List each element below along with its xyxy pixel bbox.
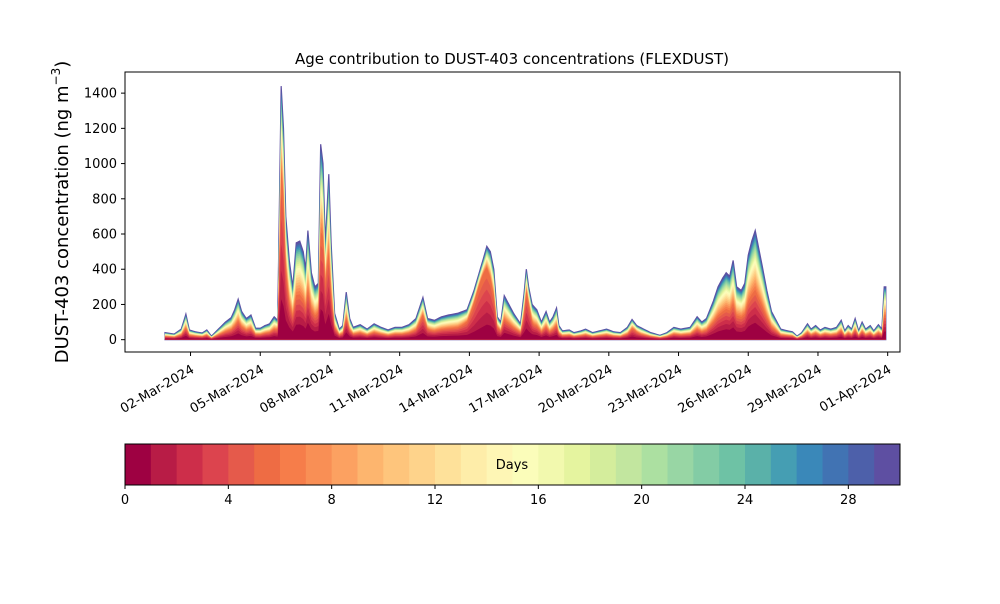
colorbar-swatch bbox=[305, 444, 333, 485]
colorbar-tick-label: 20 bbox=[633, 493, 650, 508]
x-tick-label: 29-Mar-2024 bbox=[745, 362, 824, 416]
colorbar-swatch bbox=[564, 444, 591, 485]
colorbar-tick-label: 0 bbox=[121, 493, 129, 508]
colorbar-swatch bbox=[383, 444, 410, 485]
colorbar-swatch bbox=[667, 444, 694, 485]
y-tick-label: 400 bbox=[92, 263, 117, 278]
y-axis-label-sup: −3 bbox=[49, 68, 63, 86]
age-layer-4 bbox=[164, 194, 886, 340]
colorbar-tick-label: 4 bbox=[224, 493, 232, 508]
y-tick-label: 0 bbox=[109, 333, 117, 348]
y-tick-label: 1400 bbox=[84, 87, 117, 102]
colorbar-swatch bbox=[512, 444, 539, 485]
x-tick-label: 05-Mar-2024 bbox=[188, 362, 267, 416]
x-tick-label: 23-Mar-2024 bbox=[606, 362, 685, 416]
colorbar-swatch bbox=[486, 444, 513, 485]
plot-frame bbox=[124, 71, 901, 353]
colorbar-swatch bbox=[770, 444, 798, 485]
colorbar-swatch bbox=[848, 444, 875, 485]
colorbar-swatch bbox=[357, 444, 384, 485]
colorbar-swatch bbox=[822, 444, 849, 485]
y-axis-label-main: DUST-403 concentration (ng m bbox=[52, 85, 73, 363]
colorbar-swatch bbox=[435, 444, 462, 485]
chart-title: Age contribution to DUST-403 concentrati… bbox=[295, 50, 729, 68]
y-axis-label: DUST-403 concentration (ng m−3) bbox=[49, 61, 73, 364]
colorbar-swatch bbox=[150, 444, 178, 485]
colorbar-swatch bbox=[538, 444, 565, 485]
colorbar-swatch bbox=[280, 444, 307, 485]
y-tick-label: 200 bbox=[92, 298, 117, 313]
colorbar-tick-label: 24 bbox=[737, 493, 754, 508]
x-tick-label: 20-Mar-2024 bbox=[536, 362, 615, 416]
age-layer-2 bbox=[164, 244, 886, 340]
colorbar-tick-label: 16 bbox=[530, 493, 547, 508]
colorbar-swatch bbox=[125, 444, 152, 485]
x-tick-label: 01-Apr-2024 bbox=[817, 362, 894, 415]
x-tick-label: 17-Mar-2024 bbox=[467, 362, 546, 416]
colorbar-swatch bbox=[228, 444, 255, 485]
colorbar-swatch bbox=[254, 444, 281, 485]
colorbar-swatch bbox=[460, 444, 488, 485]
x-tick-label: 02-Mar-2024 bbox=[118, 362, 197, 416]
y-axis-label-close: ) bbox=[52, 61, 73, 68]
colorbar-swatch bbox=[641, 444, 668, 485]
y-tick-label: 600 bbox=[92, 228, 117, 243]
y-tick-label: 1000 bbox=[84, 157, 117, 172]
age-area-layers bbox=[164, 86, 887, 341]
colorbar-tick-label: 28 bbox=[840, 493, 857, 508]
age-layer-3 bbox=[164, 219, 886, 340]
age-layer-1 bbox=[164, 270, 886, 340]
colorbar-swatch bbox=[409, 444, 436, 485]
colorbar-swatch bbox=[615, 444, 643, 485]
colorbar-swatch bbox=[331, 444, 358, 485]
colorbar-swatch bbox=[719, 444, 746, 485]
x-tick-label: 11-Mar-2024 bbox=[327, 362, 406, 416]
colorbar-swatch bbox=[745, 444, 772, 485]
colorbar-tick-label: 12 bbox=[427, 493, 444, 508]
y-tick-label: 1200 bbox=[84, 122, 117, 137]
colorbar-swatch bbox=[590, 444, 617, 485]
colorbar-swatch bbox=[176, 444, 203, 485]
y-axis: 0 200 400 600 800 1000 1200 1400 bbox=[84, 87, 125, 348]
colorbar: 0 4 8 12 16 20 24 28 bbox=[121, 443, 901, 508]
x-tick-label: 08-Mar-2024 bbox=[257, 362, 336, 416]
colorbar-tick-label: 8 bbox=[328, 493, 336, 508]
colorbar-label: Days bbox=[496, 458, 529, 473]
x-tick-label: 14-Mar-2024 bbox=[397, 362, 476, 416]
colorbar-swatch bbox=[874, 444, 901, 485]
colorbar-frame bbox=[124, 443, 901, 486]
y-tick-label: 800 bbox=[92, 192, 117, 207]
colorbar-swatch bbox=[202, 444, 229, 485]
x-axis: 02-Mar-202405-Mar-202408-Mar-202411-Mar-… bbox=[118, 352, 894, 417]
x-tick-label: 26-Mar-2024 bbox=[676, 362, 755, 416]
colorbar-swatch bbox=[796, 444, 823, 485]
age-layer-0 bbox=[164, 299, 886, 340]
colorbar-swatch bbox=[693, 444, 720, 485]
